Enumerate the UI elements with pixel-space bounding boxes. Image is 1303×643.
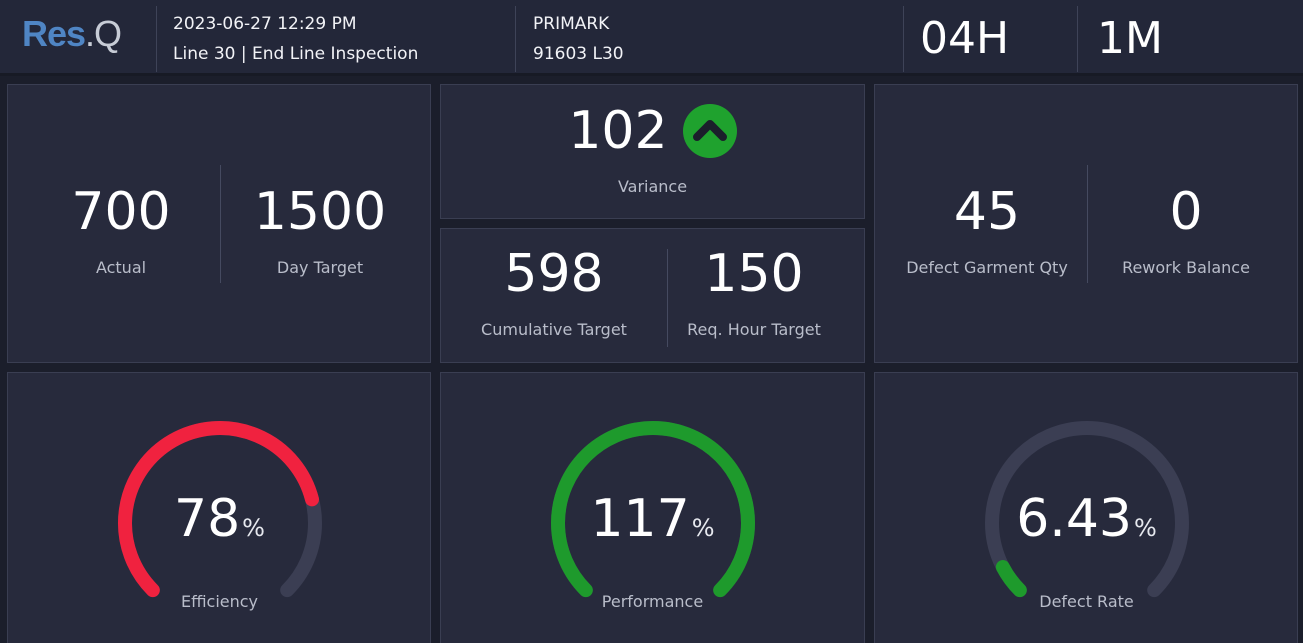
day-target-label: Day Target	[276, 258, 364, 277]
datetime-text: 2023-06-27 12:29 PM	[173, 14, 357, 34]
gauge-track	[985, 421, 1189, 598]
efficiency-label: Efficiency	[180, 592, 259, 611]
rework-balance-stat: 0 Rework Balance	[1086, 184, 1286, 278]
day-target-value: 1500	[253, 182, 387, 242]
production-panel: 700 Actual 1500 Day Target	[7, 84, 431, 363]
customer-text: PRIMARK	[533, 14, 610, 34]
header-divider	[515, 6, 516, 72]
header-divider	[1077, 6, 1078, 72]
defect-qty-value: 45	[953, 182, 1021, 242]
line-info-text: Line 30 | End Line Inspection	[173, 44, 419, 64]
performance-unit: %	[691, 514, 715, 542]
variance-label: Variance	[617, 177, 688, 196]
defect-qty-stat: 45 Defect Garment Qty	[887, 184, 1087, 278]
header-divider	[156, 6, 157, 72]
defect-rate-label: Defect Rate	[1039, 592, 1134, 611]
efficiency-gauge-panel: 78% Efficiency	[7, 372, 431, 643]
performance-gauge-panel: 117% Performance	[440, 372, 865, 643]
efficiency-unit: %	[242, 514, 265, 542]
gauge-fill	[551, 421, 755, 598]
panel-divider	[220, 165, 221, 283]
defects-panel: 45 Defect Garment Qty 0 Rework Balance	[874, 84, 1298, 363]
chevron-up-icon	[682, 104, 737, 158]
cumulative-target-label: Cumulative Target	[481, 320, 627, 339]
header-divider	[903, 6, 904, 72]
variance-panel: 102 Variance	[440, 84, 865, 219]
performance-label: Performance	[601, 592, 704, 611]
req-hour-target-value: 150	[704, 244, 804, 304]
cumulative-target-stat: 598 Cumulative Target	[454, 246, 654, 340]
rework-balance-label: Rework Balance	[1122, 258, 1250, 277]
panel-divider	[1087, 165, 1088, 283]
defect-rate-value: 6.43	[1016, 489, 1132, 549]
header-bar: Res.Q 2023-06-27 12:29 PM Line 30 | End …	[0, 0, 1303, 76]
style-code-text: 91603 L30	[533, 44, 624, 64]
defect-qty-label: Defect Garment Qty	[906, 258, 1068, 277]
day-target-stat: 1500 Day Target	[220, 184, 420, 278]
req-hour-target-label: Req. Hour Target	[687, 320, 821, 339]
defect-rate-gauge-panel: 6.43% Defect Rate	[874, 372, 1298, 643]
rework-balance-value: 0	[1169, 182, 1203, 242]
efficiency-readout: 78%	[8, 491, 431, 547]
targets-panel: 598 Cumulative Target 150 Req. Hour Targ…	[440, 228, 865, 363]
performance-readout: 117%	[441, 491, 864, 547]
actual-stat: 700 Actual	[21, 184, 221, 278]
actual-value: 700	[71, 182, 171, 242]
performance-value: 117	[590, 489, 690, 549]
variance-value: 102	[568, 101, 668, 161]
req-hour-target-stat: 150 Req. Hour Target	[654, 246, 854, 340]
variance-row: 102	[441, 103, 864, 159]
gauge-fill	[118, 421, 320, 598]
actual-label: Actual	[95, 258, 147, 277]
defect-rate-gauge	[985, 421, 1189, 598]
performance-gauge	[551, 421, 755, 598]
defect-rate-unit: %	[1133, 514, 1157, 542]
resq-logo: Res.Q	[22, 13, 122, 54]
defect-rate-readout: 6.43%	[875, 491, 1298, 547]
gauge-fill	[995, 560, 1027, 598]
efficiency-gauge	[118, 421, 322, 598]
panel-divider	[667, 249, 668, 347]
cumulative-target-value: 598	[504, 244, 604, 304]
efficiency-value: 78	[174, 489, 241, 549]
minutes-counter: 1M	[1097, 13, 1163, 64]
hours-counter: 04H	[920, 13, 1010, 64]
